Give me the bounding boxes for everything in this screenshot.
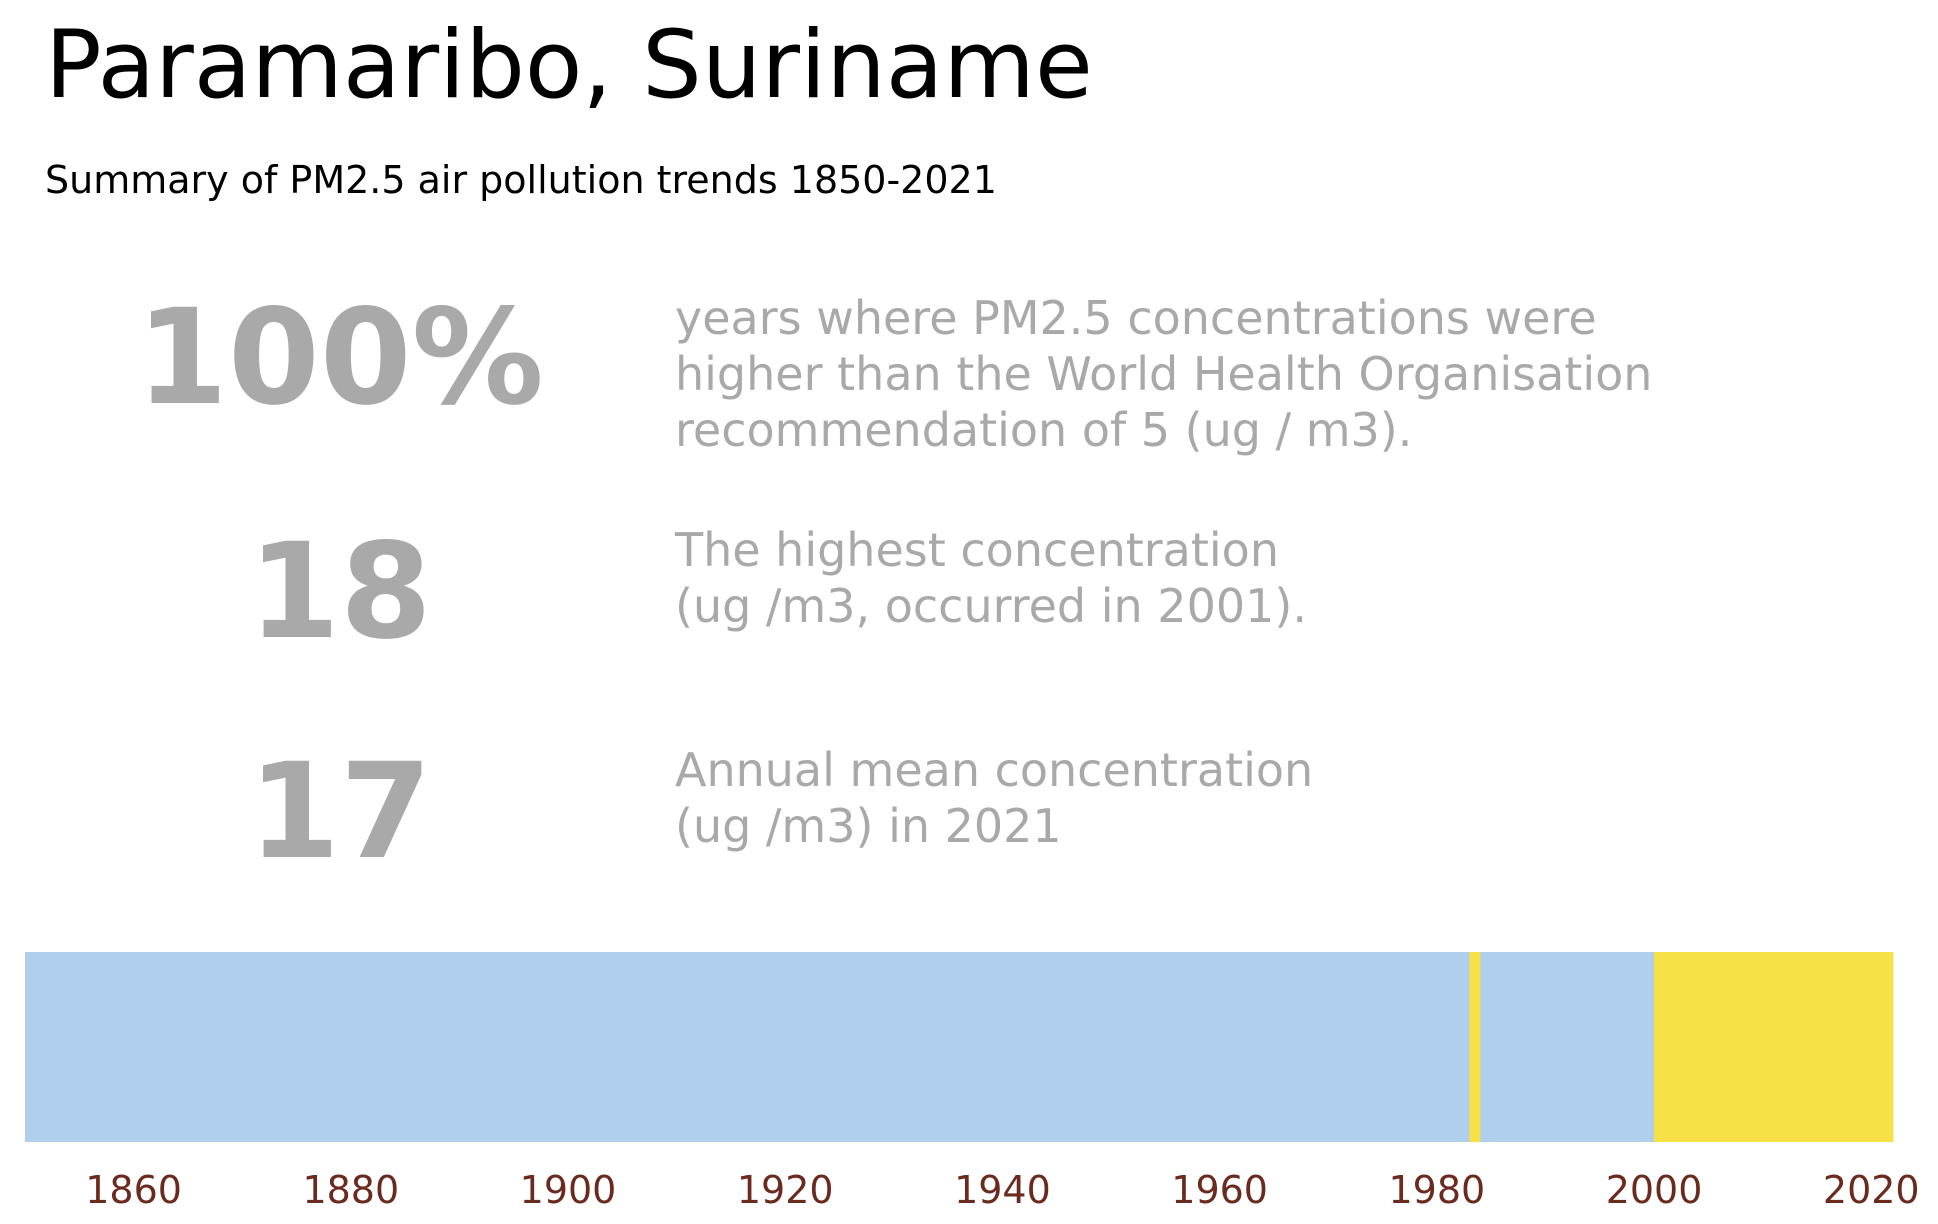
x-tick-label-1940: 1940: [954, 1168, 1051, 1212]
stat-percent-value: 100%: [136, 281, 544, 435]
x-tick-label-1860: 1860: [85, 1168, 182, 1212]
stripe-segment-below-2: [1480, 952, 1655, 1142]
stat-mean-value: 17: [248, 735, 432, 889]
stripe-segment-above-3: [1654, 952, 1894, 1142]
stat-highest-value: 18: [248, 515, 432, 669]
stripe-segment-above-1: [1469, 952, 1481, 1142]
page-subtitle: Summary of PM2.5 air pollution trends 18…: [45, 158, 997, 202]
x-tick-label-2000: 2000: [1606, 1168, 1703, 1212]
x-tick-label-1880: 1880: [302, 1168, 399, 1212]
x-tick-label-2020: 2020: [1823, 1168, 1920, 1212]
x-tick-label-1900: 1900: [520, 1168, 617, 1212]
x-tick-label-1960: 1960: [1171, 1168, 1268, 1212]
x-tick-label-1920: 1920: [737, 1168, 834, 1212]
x-tick-label-1980: 1980: [1389, 1168, 1486, 1212]
page-title: Paramaribo, Suriname: [45, 11, 1093, 120]
stat-percent-description: years where PM2.5 concentrations were hi…: [675, 291, 1653, 457]
stat-highest-description: The highest concentration (ug /m3, occur…: [675, 523, 1307, 633]
stat-mean-description: Annual mean concentration (ug /m3) in 20…: [675, 743, 1314, 853]
stripe-segment-below-0: [25, 952, 1470, 1142]
